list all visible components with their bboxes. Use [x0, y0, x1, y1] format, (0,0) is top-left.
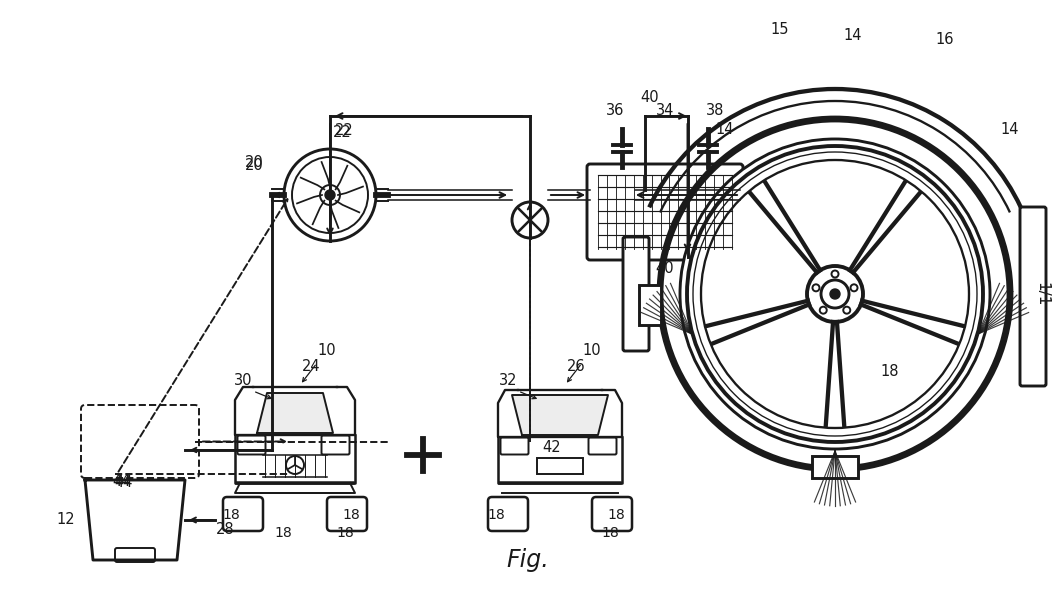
Text: 14: 14 [1001, 122, 1019, 137]
Text: 14: 14 [716, 122, 734, 137]
Polygon shape [257, 393, 333, 433]
Text: 18: 18 [275, 526, 291, 540]
Text: 18: 18 [607, 508, 625, 522]
Text: 10: 10 [318, 343, 336, 358]
FancyBboxPatch shape [81, 405, 199, 478]
Text: 10: 10 [583, 343, 601, 358]
Text: 36: 36 [606, 103, 624, 118]
Circle shape [701, 160, 969, 428]
Circle shape [687, 146, 983, 442]
FancyBboxPatch shape [538, 458, 583, 474]
FancyBboxPatch shape [812, 456, 857, 478]
Text: 32: 32 [498, 373, 517, 388]
Text: Fig.: Fig. [507, 548, 549, 572]
FancyBboxPatch shape [488, 497, 528, 531]
FancyBboxPatch shape [592, 497, 631, 531]
FancyBboxPatch shape [639, 285, 661, 325]
Text: 18: 18 [342, 508, 360, 522]
Text: 44: 44 [113, 474, 131, 489]
FancyBboxPatch shape [623, 237, 649, 351]
FancyBboxPatch shape [501, 438, 528, 454]
Text: 40: 40 [656, 261, 675, 276]
Text: 22: 22 [333, 125, 352, 140]
FancyBboxPatch shape [1020, 207, 1046, 386]
Text: 34: 34 [656, 103, 674, 118]
FancyBboxPatch shape [321, 435, 350, 454]
Polygon shape [84, 480, 185, 560]
Circle shape [680, 139, 991, 449]
Text: 24: 24 [302, 359, 320, 374]
Circle shape [821, 280, 849, 308]
Text: 28: 28 [215, 522, 234, 537]
Text: 12: 12 [56, 513, 75, 527]
FancyBboxPatch shape [238, 435, 265, 454]
Circle shape [512, 202, 548, 238]
Text: 40: 40 [641, 90, 659, 105]
Text: 42: 42 [542, 440, 561, 454]
Text: 18: 18 [881, 364, 900, 379]
FancyBboxPatch shape [327, 497, 367, 531]
Text: 16: 16 [936, 32, 955, 47]
Text: 20: 20 [245, 155, 263, 170]
FancyBboxPatch shape [115, 548, 155, 562]
Text: 18: 18 [222, 508, 240, 522]
Polygon shape [512, 395, 608, 435]
Text: 26: 26 [567, 359, 585, 374]
Text: 18: 18 [487, 508, 505, 522]
Text: 30: 30 [233, 373, 252, 388]
FancyBboxPatch shape [223, 497, 263, 531]
FancyBboxPatch shape [588, 438, 617, 454]
Text: 18: 18 [601, 526, 619, 540]
Circle shape [325, 190, 335, 200]
Text: 15: 15 [771, 22, 789, 37]
Circle shape [293, 157, 367, 233]
Circle shape [807, 266, 863, 322]
FancyBboxPatch shape [587, 164, 743, 260]
Text: 22: 22 [335, 123, 354, 138]
Text: 38: 38 [705, 103, 724, 118]
Text: 1/1: 1/1 [1035, 282, 1050, 306]
Text: 18: 18 [336, 526, 354, 540]
Text: 44: 44 [115, 475, 133, 490]
Text: 14: 14 [844, 28, 863, 43]
Circle shape [830, 289, 840, 299]
Text: 20: 20 [245, 158, 263, 173]
